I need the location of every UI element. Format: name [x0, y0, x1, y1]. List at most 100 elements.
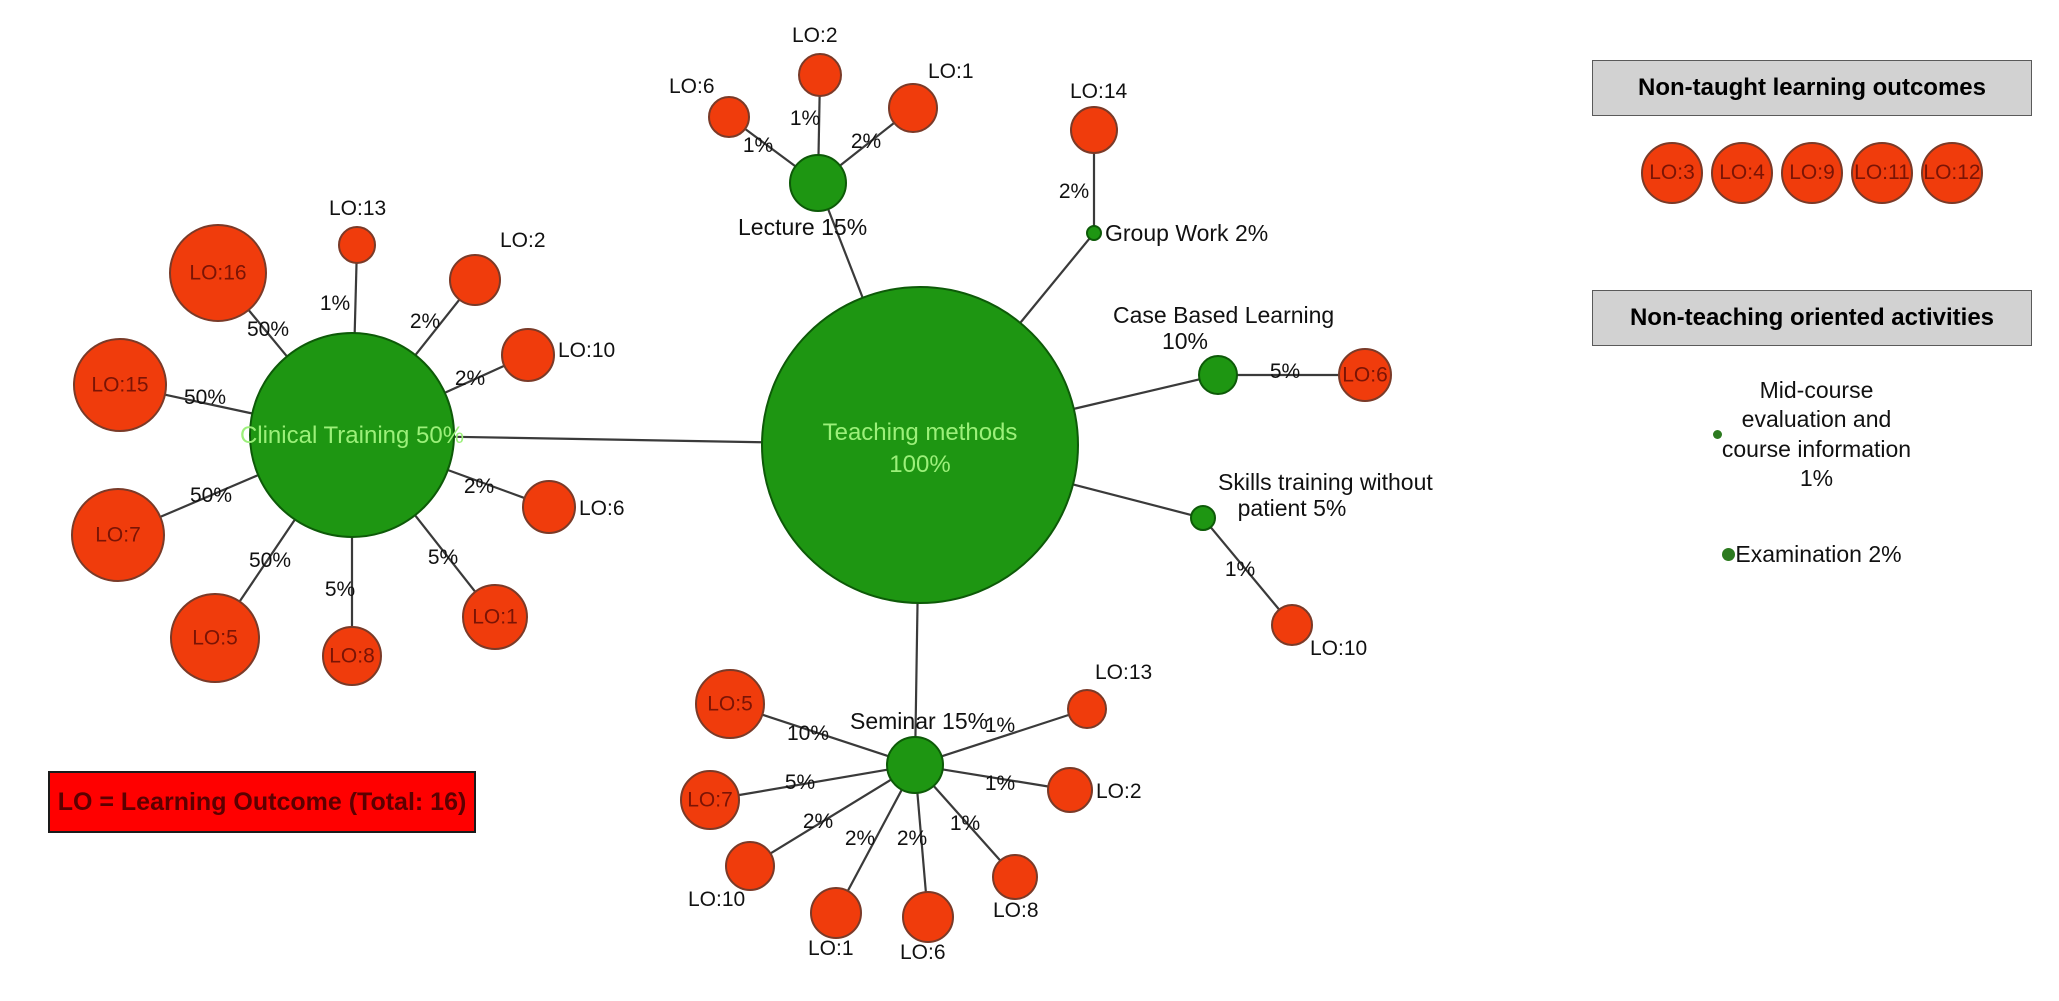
non-taught-panel: Non-taught learning outcomes LO:3 LO:4 LO:… [1592, 60, 2032, 204]
edge-center-to-seminar [914, 602, 919, 738]
node-leaf-LO6[interactable] [708, 96, 750, 138]
node-leaf-LO7[interactable] [71, 488, 165, 582]
non-teaching-panel-header: Non-teaching oriented activities [1592, 290, 2032, 346]
node-teaching-methods-label: Teaching methods [823, 419, 1018, 446]
node-leaf-LO7[interactable] [680, 770, 740, 830]
node-leaf-LO1[interactable] [810, 887, 862, 939]
edges-layer [159, 95, 1339, 893]
edge-center-to-clinical [453, 435, 763, 444]
node-teaching-methods[interactable] [761, 286, 1079, 604]
edge-percent-label: 50% [247, 318, 289, 341]
edge-seminar-to-leaf [941, 713, 1070, 758]
node-leaf-LO2[interactable] [1047, 767, 1093, 813]
leaf-label: LO:5 [192, 627, 238, 650]
node-seminar-label: Seminar 15% [850, 708, 988, 734]
node-leaf-LO6[interactable] [902, 891, 954, 943]
non-taught-panel-header: Non-taught learning outcomes [1592, 60, 2032, 116]
node-cbl-label2: 10% [1162, 328, 1208, 354]
node-leaf-LO6[interactable] [1338, 348, 1392, 402]
node-leaf-LO1[interactable] [462, 584, 528, 650]
node-leaf-LO13[interactable] [1067, 689, 1107, 729]
node-seminar[interactable] [886, 736, 944, 794]
node-groupwork[interactable] [1086, 225, 1102, 241]
activity-line-2: evaluation and [1741, 406, 1892, 433]
node-skills-label2: patient 5% [1238, 495, 1347, 521]
leaf-label: LO:10 [1310, 637, 1367, 660]
node-lecture[interactable] [789, 154, 847, 212]
leaf-label: LO:1 [928, 60, 974, 83]
node-leaf-LO10[interactable] [1271, 604, 1313, 646]
non-taught-lo-chip[interactable]: LO:9 [1781, 142, 1843, 204]
edge-clinical-to-leaf [238, 518, 296, 603]
node-leaf-LO8[interactable] [322, 626, 382, 686]
node-cbl[interactable] [1198, 355, 1238, 395]
learning-outcome-key-box: LO = Learning Outcome (Total: 16) [48, 771, 476, 833]
leaf-label: LO:7 [95, 524, 141, 547]
activity-line-3: course information [1721, 435, 1912, 462]
node-leaf-LO13[interactable] [338, 226, 376, 264]
activity-mid-course-label: Mid-course evaluation and course informa… [1722, 376, 1911, 494]
edge-percent-label: 5% [785, 771, 815, 794]
node-leaf-LO6[interactable] [522, 480, 576, 534]
node-leaf-LO10[interactable] [725, 841, 775, 891]
node-leaf-LO15[interactable] [73, 338, 167, 432]
activity-line-1: Mid-course [1759, 377, 1874, 403]
edge-lecture-to-leaf [817, 95, 821, 156]
leaf-label: LO:6 [669, 75, 715, 98]
edge-percent-label: 50% [249, 549, 291, 572]
node-leaf-LO10[interactable] [501, 328, 555, 382]
leaf-label: LO:6 [900, 941, 946, 964]
edge-percent-label: 2% [851, 130, 881, 153]
node-leaf-LO8[interactable] [992, 854, 1038, 900]
non-taught-lo-chip[interactable]: LO:4 [1711, 142, 1773, 204]
non-taught-lo-chip[interactable]: LO:11 [1851, 142, 1913, 204]
node-leaf-LO2[interactable] [449, 254, 501, 306]
leaf-label: LO:7 [687, 789, 733, 812]
node-leaf-LO16[interactable] [169, 224, 267, 322]
labels-layer: Teaching methods 100% Clinical Training 50… [91, 24, 1433, 964]
non-taught-lo-chip[interactable]: LO:12 [1921, 142, 1983, 204]
edge-percent-label: 5% [1270, 360, 1300, 383]
green-dot-icon [1712, 430, 1722, 440]
edge-clinical-to-leaf [447, 468, 525, 500]
edge-percent-label: 1% [985, 772, 1015, 795]
edge-clinical-to-leaf [247, 309, 288, 358]
leaf-label: LO:14 [1070, 80, 1128, 103]
non-taught-lo-chip[interactable]: LO:3 [1641, 142, 1703, 204]
edge-percent-label: 2% [455, 367, 485, 390]
leaf-label: LO:8 [329, 645, 375, 668]
leaf-label: LO:13 [329, 197, 386, 220]
edge-lecture-to-leaf [839, 122, 895, 167]
leaf-label: LO:1 [808, 937, 854, 960]
edge-skills-to-leaf [1209, 526, 1281, 611]
edge-percent-label: 1% [985, 714, 1015, 737]
edge-percent-label: 2% [410, 310, 440, 333]
edge-center-to-lecture [827, 208, 864, 299]
edge-percent-label: 2% [803, 810, 833, 833]
node-clinical[interactable] [249, 332, 455, 538]
activity-mid-course-evaluation: Mid-course evaluation and course informa… [1592, 376, 2032, 494]
node-leaf-LO5[interactable] [170, 593, 260, 683]
edge-percent-label: 2% [1059, 180, 1089, 203]
edge-percent-label: 2% [845, 827, 875, 850]
node-leaf-LO1[interactable] [888, 83, 938, 133]
activity-line-4: 1% [1799, 465, 1834, 492]
nodes-layer [71, 53, 1392, 943]
non-teaching-panel: Non-teaching oriented activities Mid-cou… [1592, 290, 2032, 569]
leaf-label: LO:8 [993, 899, 1039, 922]
edge-clinical-to-leaf [164, 393, 253, 415]
edge-seminar-to-leaf [916, 792, 927, 893]
node-skills[interactable] [1190, 505, 1216, 531]
leaf-label: LO:15 [91, 374, 148, 397]
node-leaf-LO2[interactable] [798, 53, 842, 97]
edge-center-to-cbl [1073, 378, 1200, 410]
edge-center-to-skills [1072, 483, 1192, 517]
edge-percent-label: 2% [464, 475, 494, 498]
edge-seminar-to-leaf [761, 713, 889, 758]
node-leaf-LO14[interactable] [1070, 106, 1118, 154]
node-skills-label: Skills training without [1218, 469, 1433, 495]
node-leaf-LO5[interactable] [695, 669, 765, 739]
edge-seminar-to-leaf [846, 789, 903, 892]
edge-percent-label: 2% [897, 827, 927, 850]
edge-percent-label: 1% [790, 107, 820, 130]
